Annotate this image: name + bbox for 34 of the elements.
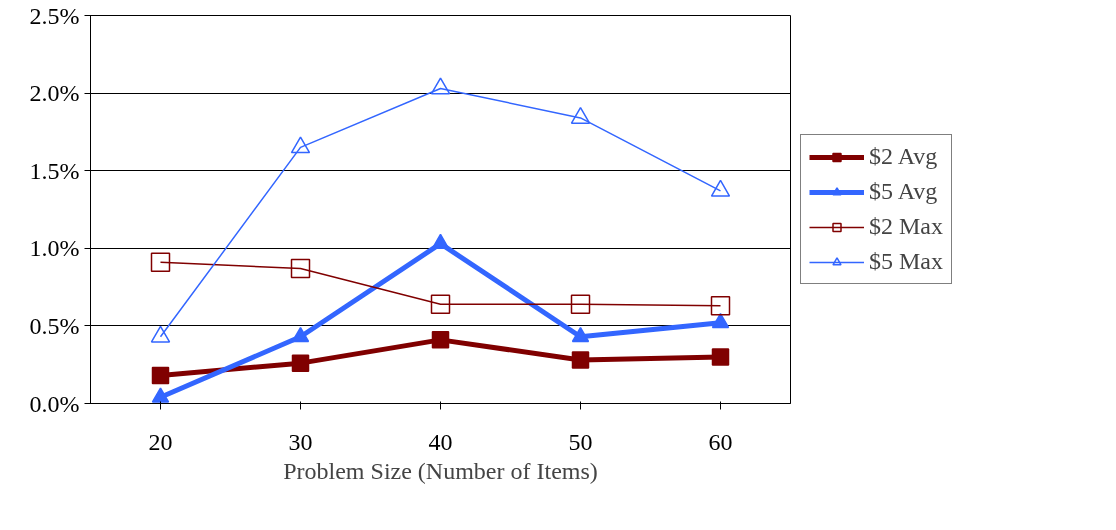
point <box>291 326 310 343</box>
point <box>710 179 731 197</box>
point <box>431 233 450 250</box>
point <box>150 252 171 273</box>
point <box>571 326 590 343</box>
point <box>290 258 311 279</box>
point <box>710 295 731 316</box>
point <box>571 351 590 369</box>
point <box>290 136 311 154</box>
point <box>431 331 450 349</box>
point <box>291 354 310 372</box>
x-tick-label: 60 <box>708 428 733 455</box>
y-tick-label: 1.5% <box>29 157 80 184</box>
point <box>711 312 730 329</box>
x-tick-label: 20 <box>148 428 173 455</box>
y-tick-label: 0.5% <box>29 312 80 339</box>
y-tick-label: 1.0% <box>29 235 80 262</box>
legend-label: $5 Avg <box>869 178 938 205</box>
legend-label: $5 Max <box>869 248 943 275</box>
point <box>570 294 591 314</box>
point <box>711 348 730 366</box>
y-tick-label: 0.0% <box>29 390 80 417</box>
y-tick-label: 2.0% <box>29 80 80 107</box>
x-tick-label: 30 <box>288 428 313 455</box>
y-tick-label: 2.5% <box>29 2 80 29</box>
legend-label: $2 Max <box>869 213 943 240</box>
point <box>430 294 451 314</box>
point <box>151 366 170 385</box>
x-tick-label: 50 <box>568 428 593 455</box>
point <box>430 77 451 95</box>
legend-label: $2 Avg <box>869 143 938 170</box>
x-axis-title: Problem Size (Number of Items) <box>283 457 598 484</box>
point <box>570 106 591 124</box>
x-tick-label: 40 <box>428 428 453 455</box>
